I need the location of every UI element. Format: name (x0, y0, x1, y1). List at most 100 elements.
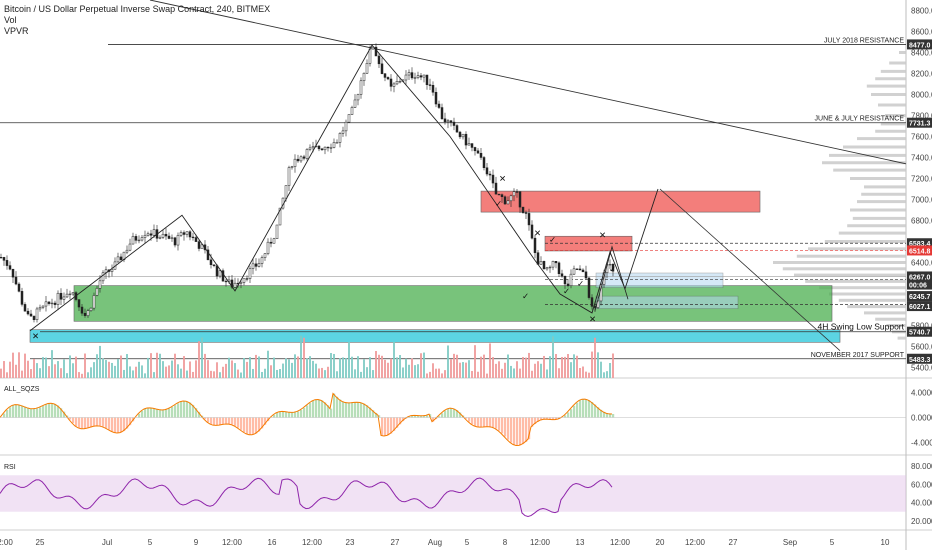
sqz-histogram-bar (453, 408, 456, 418)
volume-bar (462, 362, 464, 378)
sqz-histogram-bar (351, 402, 354, 418)
candle-body (299, 156, 303, 162)
candle-body (509, 195, 513, 202)
sqz-histogram-bar (501, 417, 504, 434)
candle-body (197, 241, 201, 249)
candle-body (116, 256, 120, 263)
candle-body (50, 302, 54, 305)
sqz-histogram-bar (156, 409, 159, 418)
volume-bar (264, 368, 266, 378)
volume-bar (414, 365, 416, 378)
sqz-histogram-bar (390, 417, 393, 434)
candle-body (266, 241, 270, 254)
sell-zone-lower (544, 235, 633, 252)
volume-bar (429, 371, 431, 378)
candle-body (14, 276, 18, 285)
volume-bar (354, 369, 356, 378)
sqz-histogram-bar (474, 417, 477, 426)
sqz-histogram-bar (303, 407, 306, 418)
vpvr-bar (796, 254, 906, 258)
sqz-histogram-bar (480, 417, 483, 428)
volume-bar (144, 373, 146, 378)
volume-bar (420, 353, 422, 378)
candle-body (560, 273, 564, 277)
volume-bar (306, 358, 308, 378)
sqz-histogram-bar (489, 417, 492, 427)
volume-bar (483, 354, 485, 378)
price-tick-label: 7800.0 (911, 112, 932, 121)
vpvr-bar (794, 273, 906, 277)
candle-body (152, 229, 156, 236)
sqz-histogram-bar (315, 399, 318, 418)
sqz-histogram-bar (186, 401, 189, 418)
sqz-histogram-bar (159, 409, 162, 418)
volume-bar (600, 361, 602, 378)
volume-bar (180, 368, 182, 378)
volume-bar (189, 361, 191, 378)
candle-body (467, 143, 471, 146)
volume-bar (495, 363, 497, 378)
volume-bar (42, 357, 44, 378)
price-tick-label: 8000.0 (911, 91, 932, 100)
candle-body (80, 306, 84, 314)
candle-body (473, 147, 477, 152)
volume-bar (195, 360, 197, 378)
sqz-histogram-bar (120, 417, 123, 433)
sqz-histogram-bar (114, 417, 117, 433)
sqz-histogram-bar (318, 399, 321, 418)
volume-bar (66, 373, 68, 378)
candle-body (278, 207, 282, 226)
sqz-histogram-bar (84, 417, 87, 429)
candle-body (389, 78, 393, 87)
sqz-histogram-bar (447, 408, 450, 418)
candle-body (461, 133, 465, 138)
vpvr-bar (864, 311, 906, 315)
sqz-histogram-bar (504, 417, 507, 437)
sqz-histogram-bar (174, 405, 177, 418)
sqz-histogram-bar (555, 417, 558, 420)
price-tick-label: 8800.0 (911, 7, 932, 16)
vpvr-bar (857, 200, 906, 204)
x-marker: ✕ (32, 331, 39, 341)
projection-box (595, 272, 724, 288)
sqz-histogram-bar (609, 413, 612, 418)
rsi-band (0, 475, 906, 512)
sqz-histogram-bar (21, 405, 24, 418)
check-marker: ✓ (522, 291, 529, 301)
sqz-histogram-bar (408, 416, 411, 418)
candle-body (185, 231, 189, 235)
sqz-histogram-bar (42, 405, 45, 418)
volume-bar (441, 373, 443, 378)
sqz-histogram-bar (549, 417, 552, 420)
candle-body (206, 249, 210, 261)
volume-bar (234, 363, 236, 378)
vpvr-bar (871, 93, 906, 96)
volume-bar (204, 353, 206, 378)
time-tick-label: 25 (36, 538, 45, 547)
time-tick-label: 2:00 (0, 538, 13, 547)
sqz-histogram-bar (345, 402, 348, 418)
sqz-histogram-bar (567, 412, 570, 418)
volume-bar (153, 372, 155, 378)
sqz-histogram-bar (39, 407, 42, 418)
sqz-histogram-bar (96, 417, 99, 426)
volume-bar (6, 372, 8, 378)
volume-bar (546, 369, 548, 378)
sqz-histogram-bar (162, 409, 165, 418)
x-marker: ✕ (599, 230, 606, 240)
volume-bar (579, 368, 581, 378)
vpvr-bar (885, 114, 906, 117)
candle-body (257, 263, 261, 267)
sqz-histogram-bar (15, 404, 18, 418)
volume-bar (111, 362, 113, 378)
sqz-histogram-bar (414, 415, 417, 418)
sqz-histogram-bar (252, 417, 255, 435)
candle-body (455, 125, 459, 133)
price-tag-label: 5483.3 (909, 357, 931, 364)
candle-body (134, 236, 138, 241)
candle-body (338, 133, 342, 143)
sqz-histogram-bar (612, 413, 615, 418)
